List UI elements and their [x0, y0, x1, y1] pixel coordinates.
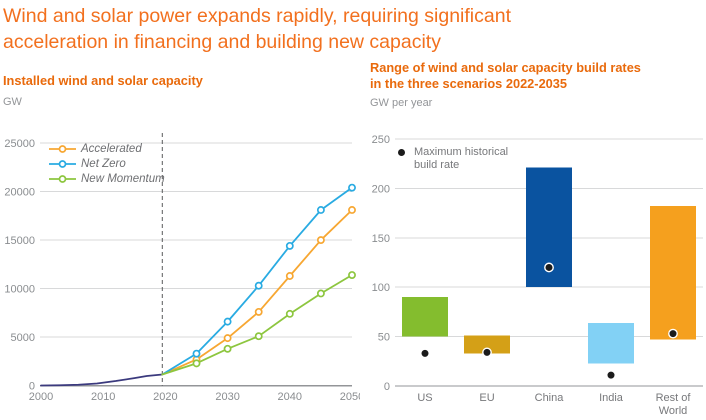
series-line-new-momentum	[161, 274, 353, 376]
legend-marker-icon-new-momentum	[49, 174, 76, 183]
marker-new-momentum-2030	[223, 344, 232, 353]
legend-marker-icon-net-zero	[49, 159, 76, 168]
y-tick-label-15000: 15000	[4, 235, 35, 247]
marker-net-zero-2050	[348, 183, 356, 192]
legend-item-new-momentum: New Momentum	[49, 171, 165, 186]
y-tick-label-250: 250	[372, 134, 390, 146]
x-tick-label-2010: 2010	[91, 391, 115, 403]
series-line-historical	[40, 373, 164, 387]
y-tick-label-20000: 20000	[4, 187, 35, 199]
legend-label-net-zero: Net Zero	[81, 157, 126, 170]
max-historical-dot-us	[420, 348, 430, 359]
marker-accelerated-2035	[254, 307, 263, 316]
category-label-india: India	[599, 392, 624, 404]
y-tick-label-0: 0	[29, 381, 35, 393]
marker-new-momentum-2035	[254, 332, 263, 341]
page-title-line2: acceleration in financing and building n…	[3, 31, 441, 53]
category-label-us: US	[417, 392, 432, 404]
build-rate-range-bar-chart: 0 50 100 150 200 250 US EU China India Rest of Worl…	[372, 134, 703, 417]
left-chart-unit-label: GW	[3, 96, 22, 108]
marker-accelerated-2040	[285, 272, 294, 280]
right-chart-title-line1: Range of wind and solar capacity build r…	[370, 60, 641, 75]
max-historical-dot-eu	[482, 347, 492, 358]
marker-net-zero-2025	[192, 349, 201, 358]
marker-net-zero-2040	[285, 241, 294, 250]
y-tick-label-0: 0	[384, 381, 390, 393]
x-tick-label-2040: 2040	[278, 391, 302, 403]
page-title: Wind and solar power expands rapidly, re…	[3, 3, 703, 55]
legend-item-accelerated: Accelerated	[49, 141, 165, 156]
y-tick-label-25000: 25000	[4, 138, 35, 150]
range-bar-us	[402, 297, 448, 337]
marker-new-momentum-2045	[316, 289, 325, 298]
marker-new-momentum-2025	[192, 359, 201, 368]
marker-accelerated-2045	[316, 236, 325, 245]
x-tick-label-2030: 2030	[215, 391, 239, 403]
x-tick-label-2020: 2020	[153, 391, 177, 403]
page-title-line1: Wind and solar power expands rapidly, re…	[3, 5, 511, 27]
max-historical-legend-label: Maximum historical build rate	[414, 146, 509, 171]
marker-new-momentum-2050	[348, 271, 356, 279]
category-label-rest-of-world: Rest of World	[656, 392, 692, 417]
marker-net-zero-2035	[254, 281, 263, 290]
legend-label-accelerated: Accelerated	[81, 142, 142, 155]
scenario-legend: Accelerated Net Zero New Momentum	[49, 141, 165, 186]
right-chart-unit-label: GW per year	[370, 97, 433, 109]
marker-accelerated-2050	[348, 206, 356, 214]
marker-net-zero-2045	[316, 206, 325, 214]
series-line-net-zero	[161, 186, 353, 376]
category-label-china: China	[535, 392, 565, 404]
y-tick-label-5000: 5000	[11, 332, 35, 344]
black-dot-icon	[398, 149, 405, 156]
right-chart-title-line2: in the three scenarios 2022-2035	[370, 75, 568, 91]
legend-label-new-momentum: New Momentum	[81, 172, 165, 185]
installed-capacity-line-chart: 0 5000 10000 15000 20000 25000 2000 2010 2020 203…	[4, 133, 360, 403]
max-historical-dot-china	[544, 262, 554, 273]
y-tick-label-200: 200	[372, 183, 390, 195]
x-tick-label-2050: 2050	[340, 391, 360, 403]
right-chart-title: Range of wind and solar capacity build r…	[370, 60, 680, 91]
range-bar-eu	[464, 335, 510, 354]
y-tick-label-10000: 10000	[4, 284, 35, 296]
max-historical-dot-rest-of-world	[668, 328, 678, 339]
x-tick-label-2000: 2000	[29, 391, 53, 403]
marker-net-zero-2030	[223, 317, 232, 326]
legend-item-net-zero: Net Zero	[49, 156, 165, 171]
y-tick-label-50: 50	[378, 332, 390, 344]
left-chart-title: Installed wind and solar capacity	[3, 73, 203, 88]
legend-marker-icon-accelerated	[49, 144, 76, 153]
marker-new-momentum-2040	[285, 309, 294, 318]
marker-accelerated-2030	[223, 334, 232, 343]
y-tick-label-100: 100	[372, 282, 390, 294]
max-historical-legend: Maximum historical build rate	[398, 146, 530, 172]
max-historical-dot-india	[606, 370, 616, 381]
range-bar-india	[588, 322, 634, 364]
y-tick-label-150: 150	[372, 233, 390, 245]
range-bar-rest-of-world	[650, 206, 696, 340]
category-label-eu: EU	[479, 392, 494, 404]
